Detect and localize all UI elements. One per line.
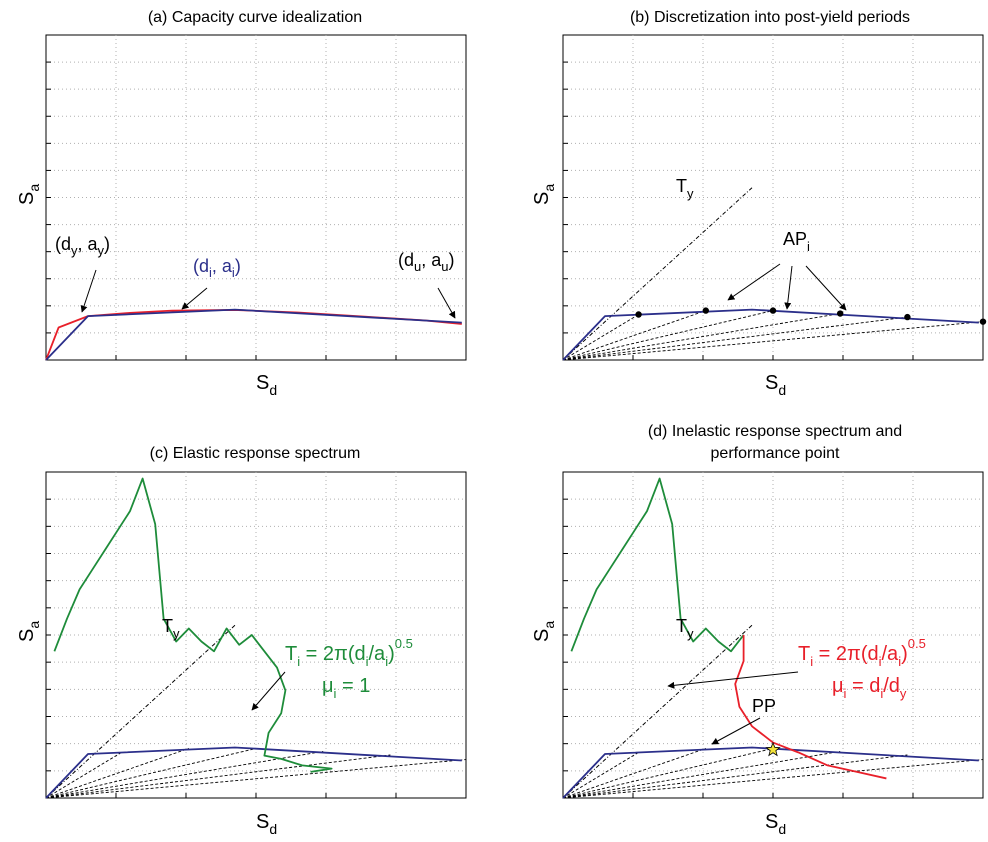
- series-line-1: [570, 477, 745, 653]
- ap-point: [979, 318, 987, 325]
- panel-d-ty-label: Ty: [676, 616, 694, 641]
- performance-point-star: [765, 741, 781, 757]
- ty-line: [562, 624, 753, 799]
- series-line-2: [734, 635, 887, 780]
- period-line: [562, 313, 841, 361]
- period-line: [562, 316, 908, 361]
- series-line-1: [53, 477, 333, 773]
- panel-c-grid: [46, 472, 466, 798]
- period-line: [562, 759, 984, 799]
- panel-b-grid: [563, 35, 983, 360]
- period-line: [562, 310, 706, 361]
- series-line-0: [45, 746, 462, 799]
- panel-b-ylabel: Sa: [531, 184, 557, 205]
- panel-c-formula: Ti = 2π(di/ai)0.5 μi = 1: [251, 636, 413, 711]
- period-line: [562, 750, 841, 799]
- panel-c-ylabel: Sa: [16, 621, 42, 642]
- period-line: [45, 748, 257, 799]
- svg-text:PP: PP: [752, 696, 776, 716]
- period-line: [45, 748, 189, 799]
- svg-text:(dy, ay): (dy, ay): [55, 234, 110, 258]
- panel-a-ylabel: Sa: [16, 184, 42, 205]
- svg-text:(du, au): (du, au): [398, 250, 455, 274]
- panel-b-marks: [562, 187, 987, 361]
- panel-b-ap-label: APi: [727, 229, 847, 311]
- panel-b: (b) Discretization into post-yield perio…: [531, 9, 987, 398]
- panel-b-xlabel: Sd: [765, 372, 786, 398]
- ty-line: [562, 187, 753, 361]
- period-line: [45, 759, 467, 799]
- svg-text:APi: APi: [783, 229, 810, 254]
- svg-text:μi = 1: μi = 1: [322, 675, 370, 701]
- panel-d-grid: [563, 472, 983, 798]
- ap-point: [769, 307, 777, 314]
- period-line: [562, 310, 774, 361]
- panel-d-title-line2: performance point: [711, 445, 841, 462]
- panel-a-title: (a) Capacity curve idealization: [148, 9, 362, 26]
- panel-d-xlabel: Sd: [765, 811, 786, 837]
- ap-point: [837, 310, 844, 317]
- panel-b-title: (b) Discretization into post-yield perio…: [630, 9, 910, 26]
- svg-text:Ti = 2π(di/ai)0.5: Ti = 2π(di/ai)0.5: [285, 636, 413, 669]
- panel-d: (d) Inelastic response spectrum and perf…: [531, 423, 984, 837]
- panel-c-title: (c) Elastic response spectrum: [150, 445, 361, 462]
- period-line: [562, 748, 774, 799]
- panel-d-pp-label: PP: [711, 696, 776, 745]
- panel-a-label-yield: (dy, ay): [55, 234, 110, 313]
- series-line-0: [562, 746, 979, 799]
- panel-a-label-intermediate: (di, ai): [181, 256, 241, 310]
- period-line: [562, 754, 908, 799]
- ty-line: [45, 624, 236, 799]
- period-line: [562, 321, 984, 361]
- panel-d-title-line1: (d) Inelastic response spectrum and: [648, 423, 902, 440]
- svg-text:μi = di/dy: μi = di/dy: [832, 675, 907, 701]
- ap-point: [635, 311, 642, 318]
- panel-a-marks: [45, 308, 462, 361]
- panel-a-label-ultimate: (du, au): [398, 250, 456, 319]
- series-line-0: [562, 308, 979, 361]
- ap-point: [702, 307, 709, 314]
- series-line-0: [45, 309, 462, 361]
- panel-d-marks: [562, 477, 984, 799]
- panel-c-xlabel: Sd: [256, 811, 277, 837]
- panel-c-marks: [45, 477, 467, 799]
- svg-text:Ti = 2π(di/ai)0.5: Ti = 2π(di/ai)0.5: [798, 636, 926, 669]
- panel-d-formula: Ti = 2π(di/ai)0.5 μi = di/dy: [667, 636, 926, 701]
- panel-c: (c) Elastic response spectrum Sd Sa Ty T…: [16, 445, 467, 837]
- svg-text:(di, ai): (di, ai): [193, 256, 241, 280]
- panel-a-grid: [46, 35, 466, 360]
- series-line-1: [45, 308, 462, 361]
- period-line: [562, 748, 706, 799]
- panel-a: (a) Capacity curve idealization Sd Sa (d…: [16, 9, 467, 398]
- panel-c-ty-label: Ty: [162, 616, 180, 641]
- panel-b-ty-label: Ty: [676, 176, 694, 201]
- panel-a-xlabel: Sd: [256, 372, 277, 398]
- panel-d-ylabel: Sa: [531, 621, 557, 642]
- period-line: [45, 754, 391, 799]
- period-line: [45, 750, 324, 799]
- ap-point: [904, 313, 911, 321]
